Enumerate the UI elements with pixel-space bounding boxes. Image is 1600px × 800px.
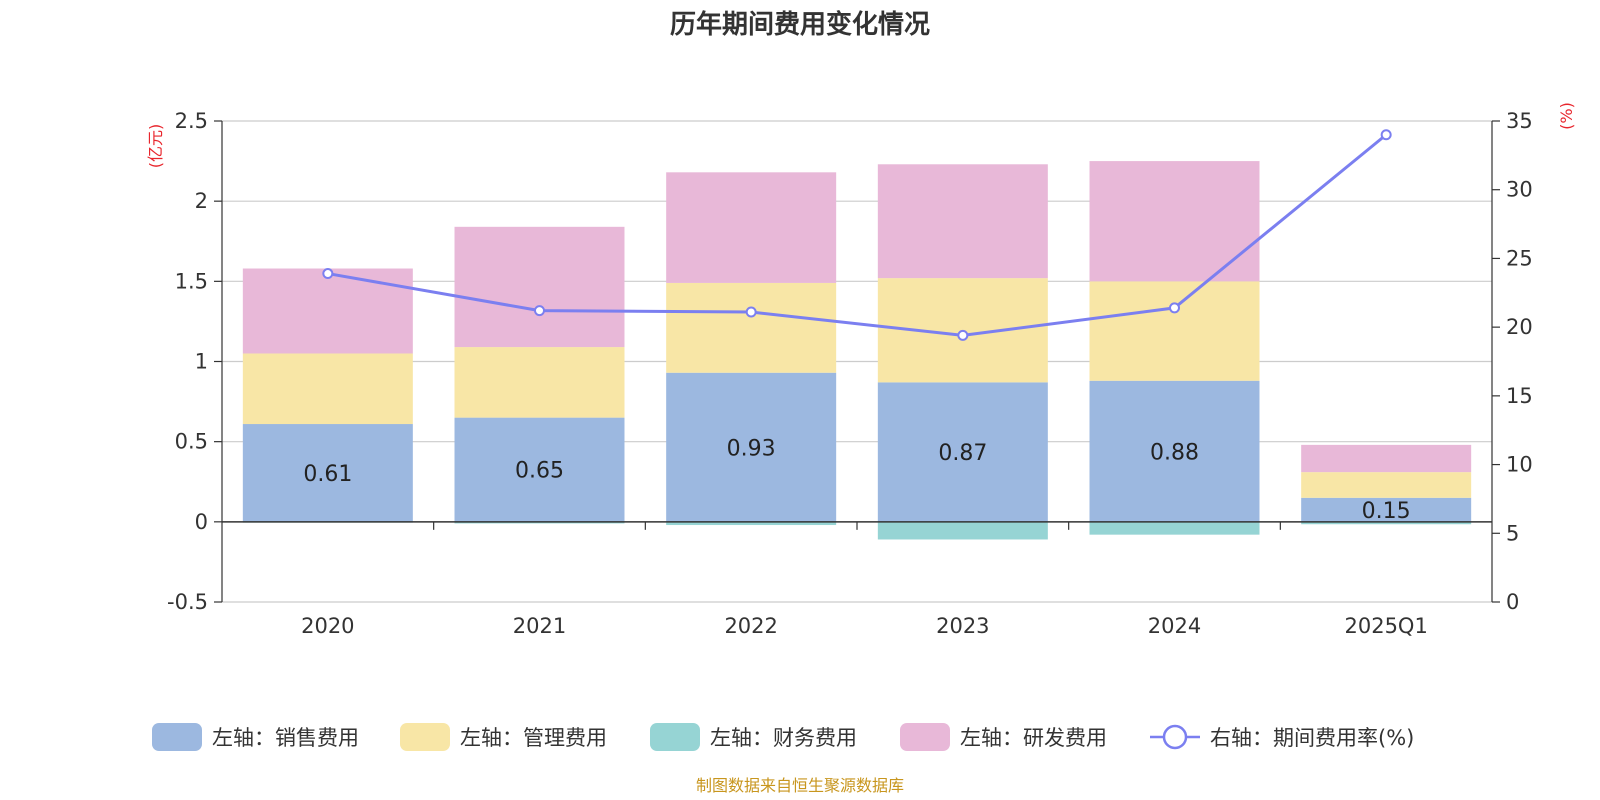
bar-segment xyxy=(454,226,625,348)
rate-line xyxy=(327,133,1388,337)
left-axis-tick-label: 2.5 xyxy=(175,109,208,133)
left-axis-tick-label: 0.5 xyxy=(175,430,208,454)
legend-swatch xyxy=(900,723,950,751)
bar-layer xyxy=(242,161,1472,540)
axis-layer: -0.5 0 0.5 1 1.5 2 2.5 0 5 10 15 20 25 30 35 2020 2021 20… xyxy=(167,109,1533,638)
bar-segment xyxy=(1089,380,1260,522)
right-axis-tick-label: 20 xyxy=(1506,315,1533,339)
x-axis-tick-label: 2023 xyxy=(936,614,989,638)
bar-data-label: 0.88 xyxy=(1150,440,1199,465)
bar-segment xyxy=(877,382,1048,522)
bar-segment xyxy=(1301,521,1472,525)
bar-segment xyxy=(454,417,625,522)
bar-segment xyxy=(242,268,413,354)
bar-segment xyxy=(1089,521,1260,535)
chart-title: 历年期间费用变化情况 xyxy=(670,9,930,40)
left-axis-tick-label: 0 xyxy=(195,510,208,534)
legend-swatch xyxy=(152,723,202,751)
bar-segment xyxy=(666,372,837,522)
right-axis-tick-label: 0 xyxy=(1506,590,1519,614)
right-axis-tick-label: 25 xyxy=(1506,246,1533,270)
legend: 左轴：销售费用 左轴：管理费用 左轴：财务费用 左轴：研发费用 右轴：期间费用率(%) xyxy=(152,723,1414,751)
bar-data-label: 0.93 xyxy=(727,436,776,461)
x-axis-tick-label: 2025Q1 xyxy=(1344,614,1427,638)
bar-segment xyxy=(242,353,413,425)
right-axis-tick-label: 30 xyxy=(1506,178,1533,202)
rate-point xyxy=(1169,302,1180,314)
rate-point xyxy=(957,329,969,341)
legend-label: 左轴：销售费用 xyxy=(212,726,359,750)
right-axis-tick-label: 35 xyxy=(1506,109,1533,133)
legend-label: 左轴：研发费用 xyxy=(960,726,1107,750)
bar-segment xyxy=(1089,161,1260,282)
bar-segment xyxy=(242,424,413,522)
x-axis-tick-label: 2021 xyxy=(513,614,566,638)
right-axis-unit: (%) xyxy=(1557,102,1576,130)
bar-segment xyxy=(1089,281,1260,381)
x-axis-tick-label: 2022 xyxy=(724,614,777,638)
grid-layer xyxy=(222,120,1492,603)
rate-point xyxy=(322,268,334,280)
bar-segment xyxy=(1301,444,1472,473)
x-axis-tick-label: 2020 xyxy=(301,614,354,638)
bar-segment xyxy=(1301,497,1472,522)
bar-data-label: 0.15 xyxy=(1362,499,1411,524)
legend-marker-icon xyxy=(1162,724,1188,750)
rate-point xyxy=(1380,129,1392,141)
bar-segment xyxy=(666,282,837,373)
source-note: 制图数据来自恒生聚源数据库 xyxy=(696,776,904,795)
bar-segment xyxy=(666,521,837,526)
legend-swatch xyxy=(400,723,450,751)
bar-data-label: 0.87 xyxy=(938,441,987,466)
bar-segment xyxy=(454,521,625,524)
legend-label: 右轴：期间费用率(%) xyxy=(1210,726,1414,750)
x-axis-tick-label: 2024 xyxy=(1148,614,1201,638)
legend-swatch xyxy=(650,723,700,751)
rate-point xyxy=(534,305,545,317)
left-axis-tick-label: 1.5 xyxy=(175,269,208,293)
bar-data-label: 0.65 xyxy=(515,459,564,484)
left-axis-unit: (亿元) xyxy=(146,124,165,169)
label-layer: 0.61 0.65 0.93 0.87 0.88 0.15 xyxy=(303,436,1410,524)
right-axis-tick-label: 10 xyxy=(1506,453,1533,477)
bar-data-label: 0.61 xyxy=(303,462,352,487)
left-axis-tick-label: 1 xyxy=(195,350,208,374)
left-axis-tick-label: -0.5 xyxy=(167,590,208,614)
left-axis-tick-label: 2 xyxy=(195,189,208,213)
legend-label: 左轴：管理费用 xyxy=(460,726,607,750)
bar-segment xyxy=(454,347,625,418)
bar-segment xyxy=(1301,472,1472,498)
bar-segment xyxy=(877,164,1048,279)
right-axis-tick-label: 15 xyxy=(1506,384,1533,408)
bar-segment xyxy=(877,521,1048,540)
bar-segment xyxy=(666,172,837,283)
legend-label: 左轴：财务费用 xyxy=(710,726,857,750)
line-layer xyxy=(322,129,1392,341)
rate-point xyxy=(745,306,757,318)
right-axis-tick-label: 5 xyxy=(1506,521,1519,545)
